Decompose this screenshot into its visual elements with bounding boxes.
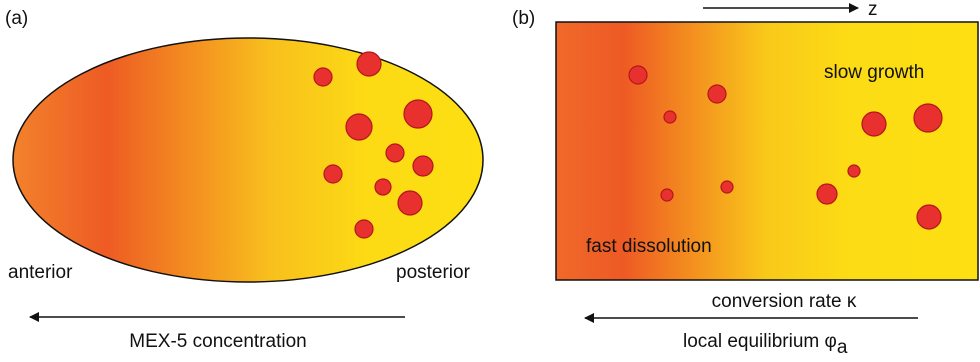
arrow-label-top: conversion rate κ: [712, 291, 857, 312]
anterior-label: anterior: [8, 262, 73, 283]
fast-dissolution-label: fast dissolution: [586, 236, 712, 257]
arrow-label-text: local equilibrium φ: [683, 331, 837, 352]
figure: (a) anterior posterior MEX-5 concentrati…: [0, 0, 980, 362]
subscript: a: [837, 337, 848, 358]
embryo: [13, 38, 483, 282]
slow-growth-label: slow growth: [824, 62, 924, 83]
arrow-label-bottom: local equilibrium φa: [683, 331, 848, 358]
z-label: z: [868, 0, 878, 20]
panel-label: (a): [5, 8, 28, 29]
arrow-label: MEX-5 concentration: [129, 331, 306, 352]
panel-label: (b): [512, 8, 535, 29]
posterior-label: posterior: [396, 262, 471, 283]
